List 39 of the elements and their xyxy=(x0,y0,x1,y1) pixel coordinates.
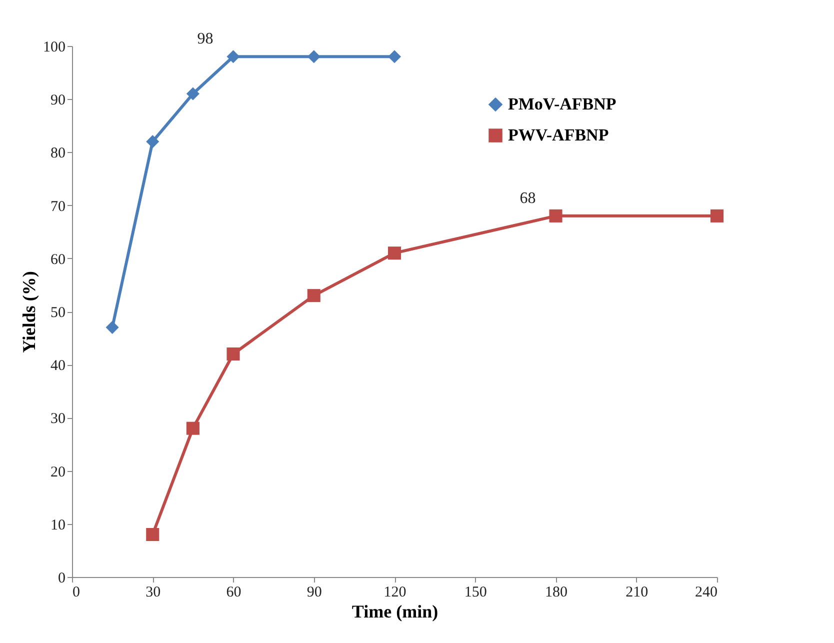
point xyxy=(186,87,200,100)
annotation: 68 xyxy=(520,190,536,207)
x-tick-label: 30 xyxy=(146,584,161,600)
point xyxy=(549,209,562,222)
y-tick-label: 20 xyxy=(50,464,66,480)
y-tick-label: 40 xyxy=(50,358,66,374)
point xyxy=(710,209,724,222)
annotation: 98 xyxy=(197,30,214,48)
y-tick-label: 80 xyxy=(50,146,66,162)
legend-label: PWV-AFBNP xyxy=(508,126,609,144)
y-tick-label: 60 xyxy=(50,252,66,268)
y-tick-label: 90 xyxy=(50,92,66,109)
x-axis-title: Time (min) xyxy=(352,602,438,622)
x-tick-label: 120 xyxy=(384,584,406,600)
point xyxy=(388,246,402,260)
x-tick-label: 0 xyxy=(72,584,80,600)
legend-label: PMoV-AFBNP xyxy=(508,94,616,114)
point xyxy=(146,528,160,542)
point xyxy=(307,50,320,64)
y-tick-label: 30 xyxy=(50,411,66,428)
point xyxy=(307,289,320,302)
point xyxy=(388,50,402,64)
x-tick-label: 90 xyxy=(306,584,322,600)
y-tick-label: 50 xyxy=(50,305,66,321)
y-tick-label: 70 xyxy=(50,198,66,215)
x-tick-label: 150 xyxy=(464,584,487,600)
y-tick-label: 10 xyxy=(50,517,66,534)
x-tick-label: 240 xyxy=(695,584,718,600)
point xyxy=(226,50,240,64)
point xyxy=(226,347,240,360)
point xyxy=(186,422,200,435)
x-tick-label: 210 xyxy=(626,584,648,600)
x-tick-label: 180 xyxy=(545,584,568,600)
y-tick-label: 0 xyxy=(58,570,66,586)
x-tick-label: 60 xyxy=(226,584,242,600)
point xyxy=(146,135,160,148)
y-axis-title: Yields (%) xyxy=(19,271,39,353)
point xyxy=(106,320,119,334)
y-tick-label: 100 xyxy=(43,40,66,56)
